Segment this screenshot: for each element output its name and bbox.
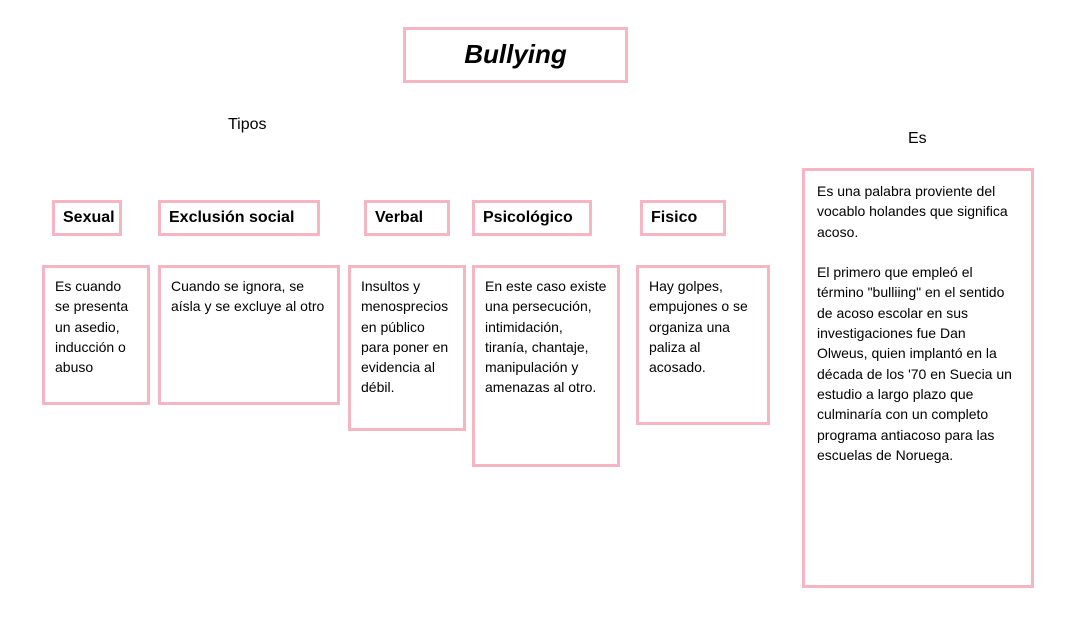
type-desc-exclusion: Cuando se ignora, se aísla y se excluye … [158,265,340,405]
type-desc-text: Hay golpes, empujones o se organiza una … [649,276,757,377]
branch-label-es: Es [908,130,927,148]
type-desc-text: Insultos y menosprecios en público para … [361,276,453,398]
es-description-box: Es una palabra proviente del vocablo hol… [802,168,1034,588]
type-title-psicologico: Psicológico [472,200,592,236]
type-title-label: Fisico [651,206,697,229]
type-desc-sexual: Es cuando se presenta un asedio, inducci… [42,265,150,405]
root-node: Bullying [403,27,628,83]
type-title-label: Sexual [63,206,115,229]
type-desc-psicologico: En este caso existe una persecución, int… [472,265,620,467]
type-desc-text: En este caso existe una persecución, int… [485,276,607,398]
type-title-label: Exclusión social [169,206,294,229]
root-title: Bullying [464,36,567,74]
type-title-exclusion: Exclusión social [158,200,320,236]
type-title-sexual: Sexual [52,200,122,236]
type-title-verbal: Verbal [364,200,450,236]
type-desc-text: Es cuando se presenta un asedio, inducci… [55,276,137,377]
type-desc-fisico: Hay golpes, empujones o se organiza una … [636,265,770,425]
type-title-fisico: Fisico [640,200,726,236]
branch-label-tipos: Tipos [228,116,267,134]
type-title-label: Verbal [375,206,423,229]
type-desc-verbal: Insultos y menosprecios en público para … [348,265,466,431]
type-desc-text: Cuando se ignora, se aísla y se excluye … [171,276,327,317]
type-title-label: Psicológico [483,206,573,229]
